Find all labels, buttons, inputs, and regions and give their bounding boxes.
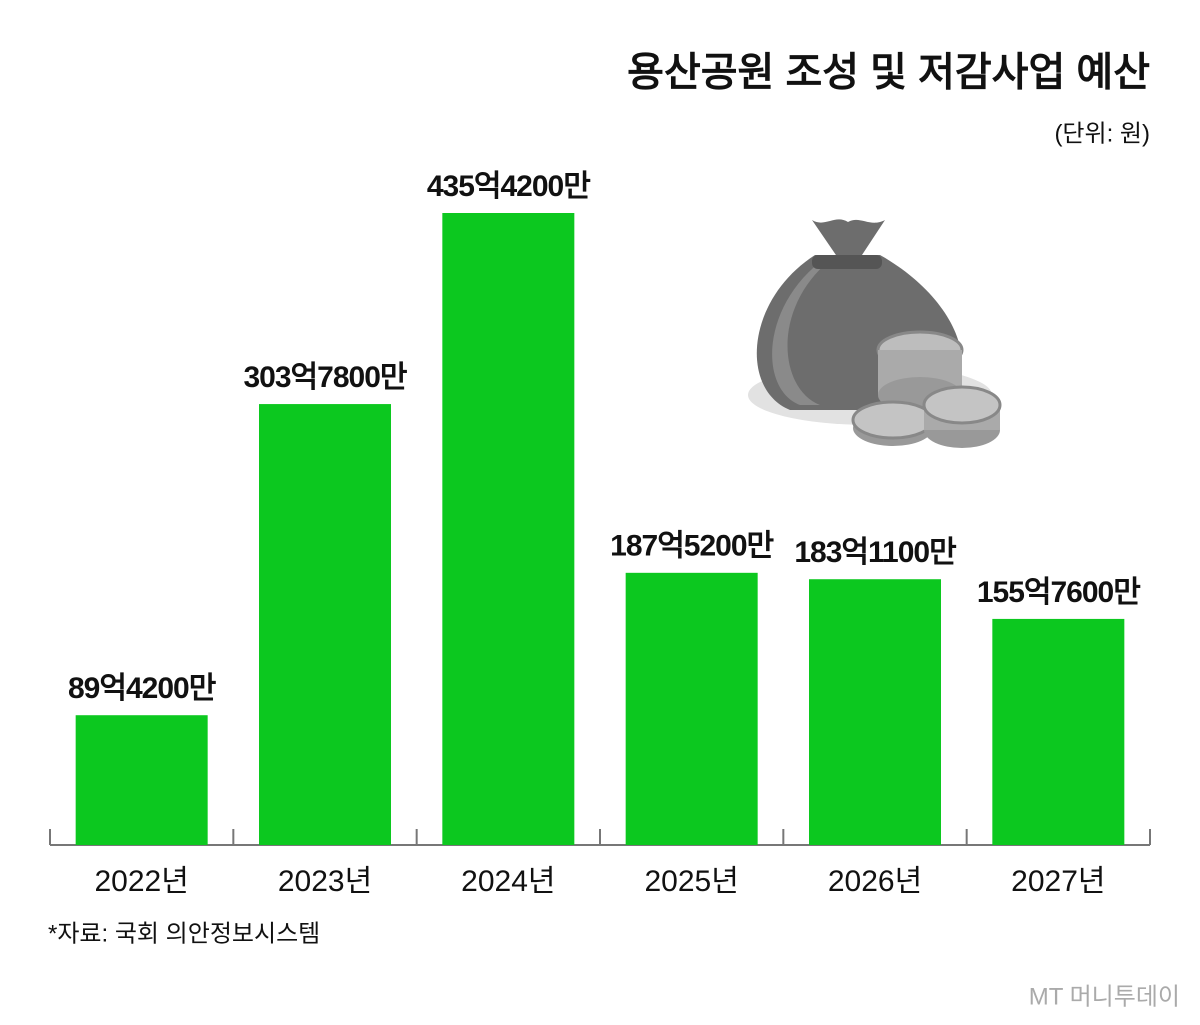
value-label: 187억5200만 <box>610 530 774 563</box>
x-tick-label: 2022년 <box>94 865 188 898</box>
watermark: MT 머니투데이 <box>1029 983 1180 1010</box>
value-label: 183억1100만 <box>794 536 957 569</box>
value-label: 303억7800만 <box>244 361 408 394</box>
x-tick-label: 2024년 <box>461 865 555 898</box>
bar <box>625 572 758 845</box>
chart-title: 용산공원 조성 및 저감사업 예산 <box>627 51 1150 95</box>
source-note: *자료: 국회 의안정보시스템 <box>48 920 320 947</box>
bar <box>75 715 208 845</box>
x-tick-label: 2026년 <box>828 865 922 898</box>
x-tick-label: 2025년 <box>644 865 738 898</box>
value-label: 89억4200만 <box>68 672 217 705</box>
value-label: 435억4200만 <box>427 170 591 203</box>
bar <box>992 618 1125 845</box>
bar <box>809 579 941 845</box>
unit-note: (단위: 원) <box>1054 120 1150 147</box>
money-bag-illustration <box>748 219 1002 448</box>
x-tick-label: 2023년 <box>278 865 372 898</box>
bar <box>442 213 575 845</box>
x-tick-label: 2027년 <box>1011 865 1105 898</box>
value-label: 155억7600만 <box>977 576 1141 609</box>
bar <box>259 404 391 845</box>
